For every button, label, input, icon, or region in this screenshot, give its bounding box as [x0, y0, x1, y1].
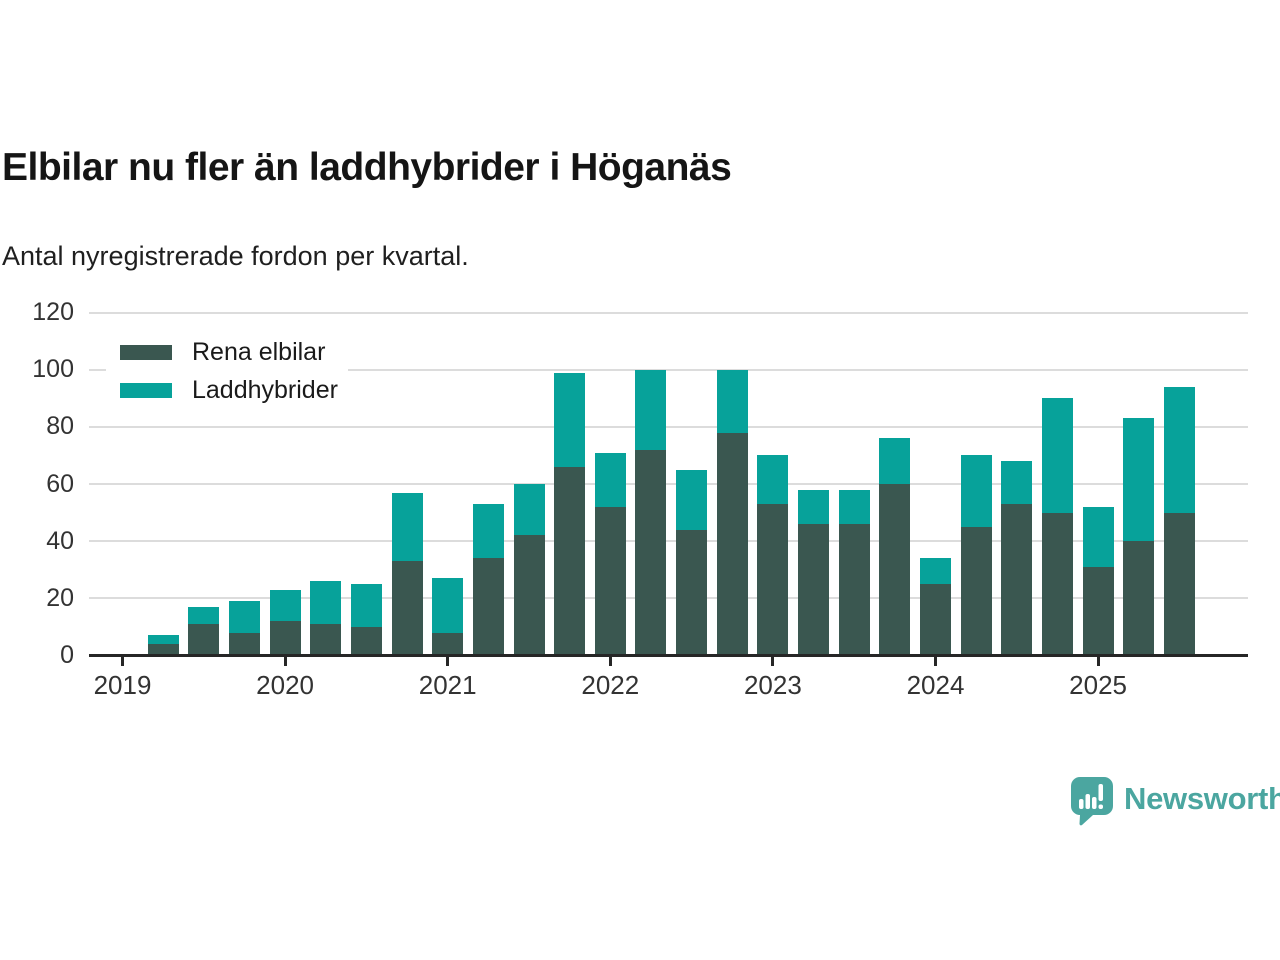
bar-segment-laddhybrider — [554, 372, 586, 467]
bar-segment-laddhybrider — [879, 438, 911, 484]
bar-segment-rena-elbilar — [1001, 504, 1033, 656]
y-gridline — [89, 540, 1248, 543]
bar-segment-laddhybrider — [757, 455, 789, 504]
bar-segment-rena-elbilar — [757, 504, 789, 656]
x-axis-tick-label: 2019 — [93, 669, 152, 700]
x-axis-tick-label: 2021 — [418, 669, 477, 700]
legend-swatch-rena_elbilar — [120, 344, 172, 360]
bar-segment-laddhybrider — [432, 578, 464, 633]
x-axis-tick-label: 2020 — [256, 669, 315, 700]
y-gridline — [89, 425, 1248, 428]
x-axis-tick — [446, 657, 450, 666]
bar-segment-laddhybrider — [798, 489, 830, 524]
bar-segment-laddhybrider — [676, 469, 708, 530]
x-axis-tick-label: 2024 — [906, 669, 965, 700]
y-gridline — [89, 311, 1248, 314]
newsworthy-logo-icon — [1071, 777, 1113, 826]
bar-segment-laddhybrider — [228, 601, 260, 633]
bar-segment-rena-elbilar — [269, 621, 301, 656]
newsworthy-branding: Newsworthy — [1070, 776, 1280, 826]
bar-segment-rena-elbilar — [1163, 512, 1195, 656]
newsworthy-wordmark: Newsworthy — [1124, 781, 1280, 816]
x-axis-tick — [121, 657, 124, 666]
bar-segment-laddhybrider — [1041, 398, 1073, 513]
y-axis-tick-label: 0 — [60, 641, 74, 669]
bar-segment-rena-elbilar — [310, 624, 342, 656]
x-axis-tick — [934, 657, 937, 666]
bar-segment-rena-elbilar — [920, 584, 951, 656]
bar-segment-rena-elbilar — [594, 506, 626, 656]
bar-segment-rena-elbilar — [472, 558, 504, 656]
bar-segment-laddhybrider — [147, 635, 179, 645]
x-axis-tick — [1096, 657, 1100, 666]
bar-segment-laddhybrider — [350, 584, 382, 627]
y-axis-tick-label: 80 — [46, 412, 74, 441]
x-axis-tick-label: 2025 — [1069, 669, 1128, 700]
bar-segment-rena-elbilar — [676, 529, 708, 656]
bar-segment-laddhybrider — [838, 489, 870, 524]
bar-segment-laddhybrider — [1001, 461, 1033, 504]
bar-segment-rena-elbilar — [1123, 541, 1155, 656]
y-axis-tick-label: 100 — [32, 355, 74, 384]
bar-segment-rena-elbilar — [716, 432, 748, 656]
bar-segment-rena-elbilar — [1082, 566, 1114, 656]
y-gridline — [89, 483, 1248, 485]
bar-segment-rena-elbilar — [513, 535, 545, 656]
legend-item: Rena elbilar — [120, 333, 338, 371]
bar-segment-laddhybrider — [635, 369, 667, 450]
chart-legend: Rena elbilar Laddhybrider — [106, 329, 348, 415]
bar-segment-laddhybrider — [1163, 386, 1195, 513]
bar-segment-laddhybrider — [1123, 418, 1155, 542]
bar-segment-rena-elbilar — [391, 561, 423, 656]
x-axis-tick — [608, 657, 612, 666]
bar-segment-rena-elbilar — [147, 644, 179, 656]
bar-segment-laddhybrider — [310, 581, 342, 625]
y-axis-tick-label: 60 — [46, 469, 74, 498]
bar-segment-laddhybrider — [391, 492, 423, 562]
bar-segment-rena-elbilar — [798, 524, 830, 656]
x-axis-tick-label: 2022 — [581, 669, 640, 700]
bar-segment-laddhybrider — [716, 369, 748, 433]
x-axis-line — [89, 654, 1248, 657]
y-axis-tick-label: 40 — [46, 526, 74, 555]
bar-segment-laddhybrider — [513, 484, 545, 536]
bar-segment-laddhybrider — [920, 558, 951, 585]
x-axis-tick-label: 2023 — [743, 669, 802, 700]
legend-label: Rena elbilar — [192, 337, 326, 366]
y-axis-tick-label: 20 — [46, 583, 74, 612]
page-title: Elbilar nu fler än laddhybrider i Höganä… — [2, 146, 732, 189]
bar-segment-rena-elbilar — [960, 526, 992, 656]
bar-segment-rena-elbilar — [635, 449, 667, 656]
y-gridline — [89, 368, 1248, 371]
bar-segment-rena-elbilar — [350, 626, 382, 656]
y-axis-tick-label: 120 — [32, 298, 74, 326]
bar-segment-rena-elbilar — [228, 632, 260, 656]
bar-segment-laddhybrider — [269, 589, 301, 622]
bar-segment-laddhybrider — [1082, 506, 1114, 567]
bar-segment-rena-elbilar — [879, 484, 911, 656]
bar-segment-laddhybrider — [472, 504, 504, 559]
legend-swatch-laddhybrider — [120, 382, 172, 398]
bar-segment-rena-elbilar — [432, 632, 464, 656]
bar-segment-laddhybrider — [594, 452, 626, 507]
legend-label: Laddhybrider — [192, 375, 338, 404]
page-subtitle: Antal nyregistrerade fordon per kvartal. — [2, 241, 469, 271]
bar-segment-rena-elbilar — [188, 624, 220, 656]
x-axis-tick — [283, 657, 287, 666]
y-gridline — [89, 597, 1248, 600]
bar-segment-rena-elbilar — [1041, 512, 1073, 656]
bar-segment-rena-elbilar — [838, 524, 870, 656]
x-axis-tick — [771, 657, 775, 666]
bar-segment-laddhybrider — [960, 455, 992, 527]
legend-item: Laddhybrider — [120, 371, 338, 409]
stacked-bar-chart: 0 20 40 60 80 100 120 2019 2020 2021 2022 2023 2024 2… — [32, 298, 1248, 700]
bar-segment-laddhybrider — [188, 606, 220, 625]
bar-segment-rena-elbilar — [554, 466, 586, 656]
